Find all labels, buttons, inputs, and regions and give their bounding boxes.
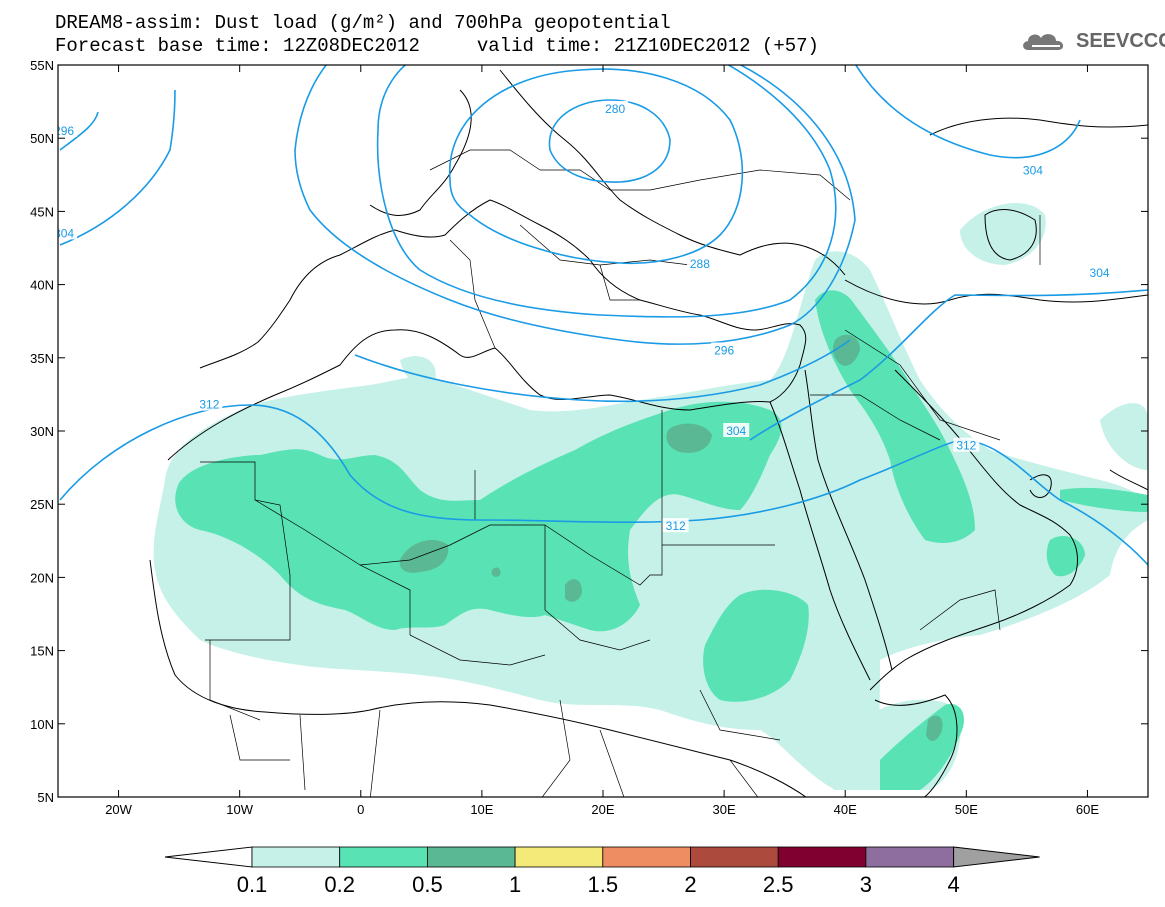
lat-tick-label: 15N [30,644,54,659]
lat-tick-label: 5N [37,790,54,805]
colorbar-label: 1 [509,872,521,897]
colorbar-label: 0.5 [412,872,443,897]
contour-label-bg [602,100,629,115]
colorbar-label: 2 [684,872,696,897]
map-area: 280 288 296 296 304 304 304 304 312 312 312 [54,65,1148,797]
colorbar-segment [339,846,428,868]
colorbar-label: 3 [860,872,872,897]
colorbar-label: 0.2 [324,872,355,897]
contour-label: 296 [714,343,734,357]
lon-tick-label: 0 [357,802,364,817]
contour-label: 304 [726,424,746,438]
colorbar-segment [514,846,604,868]
lon-tick-label: 60E [1076,802,1099,817]
lon-tick-label: 20W [105,802,132,817]
colorbar-segment [602,846,691,868]
forecast-time-subtitle: Forecast base time: 12Z08DEC2012 valid t… [55,35,819,57]
country-borders [200,149,1041,797]
contour-label: 312 [956,439,976,453]
lat-tick-label: 10N [30,717,54,732]
colorbar-label: 0.1 [237,872,268,897]
contour-label-bg [58,122,78,137]
geopotential-contours [59,65,1148,566]
contour-label: 312 [666,519,686,533]
colorbar-arrow-high [953,846,1040,868]
contour-label-bg [662,518,689,533]
contour-label: 312 [199,398,219,412]
lat-tick-label: 50N [30,131,54,146]
contour-label: 288 [690,257,710,271]
colorbar: 0.1 0.2 0.5 1 1.5 2 2.5 3 4 [164,846,1040,897]
cloud-icon [1023,34,1064,50]
contour-label-bg [196,396,223,411]
contour-label: 304 [1090,266,1110,280]
lat-tick-label: 40N [30,278,54,293]
colorbar-segment [777,846,867,868]
contour-label: 304 [1023,163,1043,177]
lat-tick-label: 30N [30,424,54,439]
lon-tick-label: 40E [834,802,857,817]
lat-tick-label: 25N [30,497,54,512]
lon-tick-label: 50E [955,802,978,817]
lon-tick-label: 20E [591,802,614,817]
colorbar-label: 1.5 [588,872,619,897]
contour-label: 296 [54,124,74,138]
logo-text: SEEVCCC [1076,29,1165,52]
dust-shading-dark [399,334,943,742]
contour-label-bg [1019,162,1046,177]
contour-label-bg [686,256,713,271]
lon-tick-label: 10W [226,802,253,817]
colorbar-segment [865,846,955,868]
colorbar-label: 2.5 [763,872,794,897]
lat-tick-label: 55N [30,58,54,73]
lat-tick-label: 45N [30,204,54,219]
lon-tick-label: 10E [470,802,493,817]
lon-tick-label: 30E [713,802,736,817]
lat-tick-label: 35N [30,351,54,366]
contour-label-bg [1086,264,1113,279]
contour-label-bg [711,342,738,357]
colorbar-segment [251,846,341,868]
map-axes: 20W 10W 0 10E 20E 30E 40E 50E 60E 55N 50N 45N 40N 35N… [30,58,1148,817]
contour-label: 304 [54,226,74,240]
lat-tick-label: 20N [30,570,54,585]
colorbar-label: 4 [947,872,959,897]
map-title: DREAM8-assim: Dust load (g/m²) and 700hP… [55,12,671,34]
seevccc-logo: SEEVCCC [1020,28,1165,54]
colorbar-arrow-low [164,846,253,868]
contour-label-bg [953,437,980,452]
contour-label-bg [58,225,78,240]
contour-label-bg [723,423,750,437]
colorbar-segment [426,846,516,868]
colorbar-segment [690,846,779,868]
contour-labels: 280 288 296 296 304 304 304 304 312 312 312 [54,100,1113,533]
contour-label: 280 [605,102,625,116]
